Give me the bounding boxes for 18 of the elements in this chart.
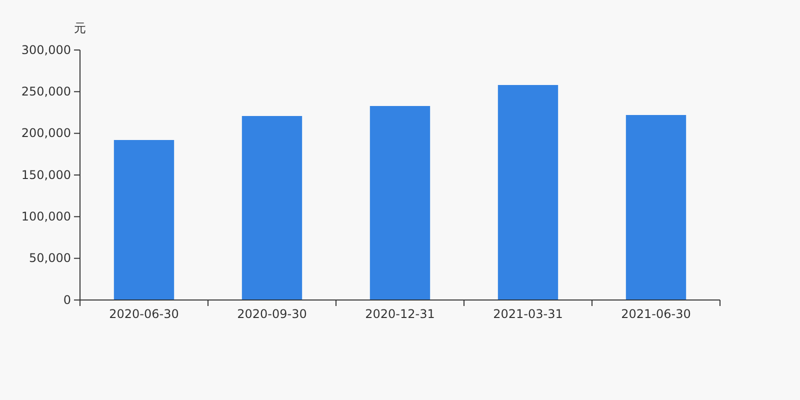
bar <box>242 116 302 300</box>
y-tick-label: 150,000 <box>21 168 71 182</box>
y-tick-label: 200,000 <box>21 126 71 140</box>
bar <box>370 106 430 300</box>
x-tick-label: 2020-09-30 <box>237 307 307 321</box>
x-tick-label: 2021-06-30 <box>621 307 691 321</box>
y-tick-label: 0 <box>63 292 71 307</box>
bar <box>114 140 174 300</box>
y-axis-title: 元 <box>74 21 86 35</box>
bar <box>498 85 558 300</box>
y-tick-label: 100,000 <box>21 210 71 224</box>
x-tick-label: 2020-12-31 <box>365 307 435 321</box>
x-tick-label: 2020-06-30 <box>109 307 179 321</box>
bar <box>626 115 686 300</box>
y-tick-label: 50,000 <box>29 251 71 266</box>
y-tick-label: 250,000 <box>21 84 71 99</box>
x-tick-label: 2021-03-31 <box>493 307 563 321</box>
y-tick-label: 300,000 <box>21 42 71 57</box>
